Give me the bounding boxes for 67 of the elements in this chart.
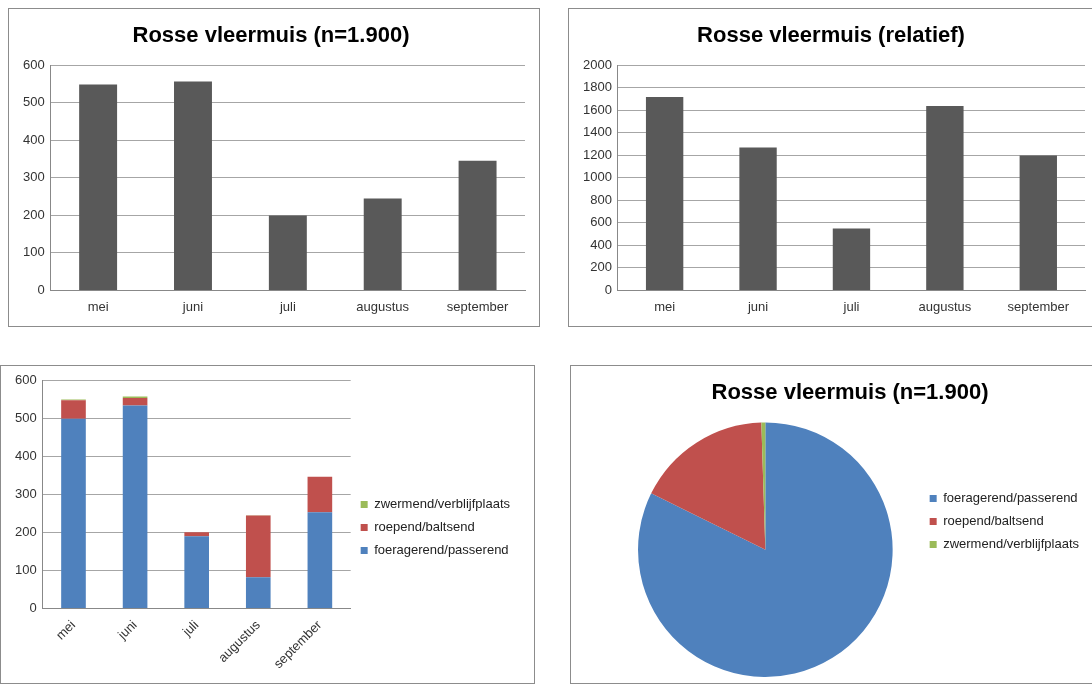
y-tick-label: 1400: [583, 124, 612, 140]
legend-label: zwermend/verblijfplaats: [943, 536, 1080, 552]
x-tick-label: juni: [114, 617, 140, 643]
bar: [832, 228, 871, 290]
y-tick-label: 400: [22, 131, 45, 147]
bar: [184, 536, 209, 609]
x-tick-label: juni: [181, 298, 204, 314]
y-tick-label: 0: [604, 281, 612, 297]
y-tick-label: 500: [14, 409, 37, 425]
legend-label: foeragerend/passerend: [374, 542, 509, 558]
x-tick-label: juli: [178, 617, 202, 640]
x-tick-label: juli: [278, 298, 296, 314]
chart-title: Rosse vleermuis (relatief): [697, 22, 965, 48]
x-tick-label: juni: [746, 298, 769, 314]
x-tick-label: augustus: [918, 298, 972, 314]
bar: [307, 476, 333, 513]
y-tick-label: 1200: [583, 146, 612, 162]
bar: [363, 198, 402, 290]
y-tick-label: 500: [22, 94, 45, 110]
x-tick-label: september: [1007, 298, 1070, 314]
y-tick-label: 300: [14, 485, 37, 501]
y-tick-label: 400: [14, 447, 37, 463]
y-tick-label: 200: [14, 523, 37, 539]
bar: [458, 160, 497, 290]
bar: [926, 105, 964, 290]
y-tick-label: 600: [590, 214, 612, 230]
y-tick-label: 600: [14, 371, 37, 387]
y-tick-label: 200: [590, 259, 612, 275]
y-tick-label: 1000: [583, 169, 612, 185]
bar: [307, 512, 333, 609]
bar: [245, 577, 271, 609]
bar: [61, 418, 86, 609]
y-tick-label: 600: [22, 56, 45, 72]
bar: [1019, 155, 1057, 290]
bar: [61, 400, 86, 419]
x-tick-label: mei: [654, 298, 676, 314]
y-tick-label: 800: [590, 191, 612, 207]
legend-label: foeragerend/passerend: [943, 490, 1078, 506]
y-tick-label: 2000: [583, 56, 612, 72]
bar: [268, 215, 307, 290]
y-tick-label: 0: [29, 600, 37, 616]
bar: [122, 397, 148, 406]
x-tick-label: september: [446, 298, 509, 314]
chart-title: Rosse vleermuis (n=1.900): [711, 379, 989, 405]
x-tick-label: augustus: [356, 298, 410, 314]
x-tick-label: juli: [842, 298, 860, 314]
bar: [79, 84, 118, 290]
legend-label: roepend/baltsend: [374, 519, 475, 535]
y-tick-label: 400: [590, 236, 612, 252]
y-tick-label: 0: [37, 281, 45, 297]
legend-label: roepend/baltsend: [943, 513, 1044, 529]
x-tick-label: mei: [52, 617, 79, 643]
bar: [245, 515, 271, 578]
chart-title: Rosse vleermuis (n=1.900): [132, 22, 410, 48]
bar: [645, 96, 684, 290]
y-tick-label: 1800: [583, 79, 612, 95]
bar: [739, 147, 777, 290]
y-tick-label: 100: [22, 244, 45, 260]
y-tick-label: 1600: [583, 101, 612, 117]
y-tick-label: 200: [22, 206, 45, 222]
legend-label: zwermend/verblijfplaats: [374, 496, 511, 512]
x-tick-label: mei: [87, 298, 109, 314]
y-tick-label: 100: [14, 562, 37, 578]
bar: [122, 405, 148, 609]
bar: [184, 532, 209, 537]
y-tick-label: 300: [22, 169, 45, 185]
bar: [174, 81, 212, 290]
